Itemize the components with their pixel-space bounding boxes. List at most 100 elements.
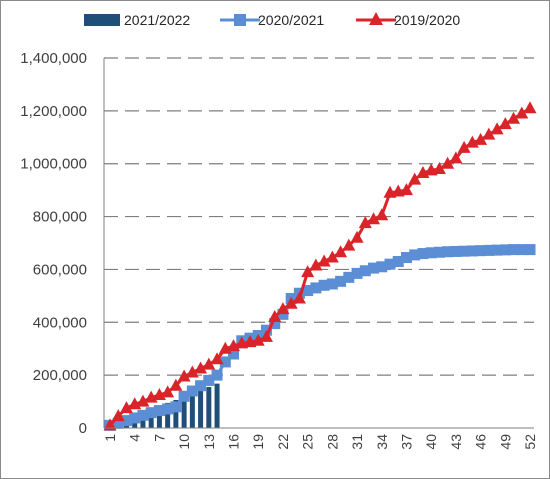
point-2020-2021 xyxy=(524,244,536,256)
point-2020-2021 xyxy=(475,245,487,257)
point-2019-2020 xyxy=(111,409,125,422)
point-2020-2021 xyxy=(310,282,322,294)
x-tick-label: 34 xyxy=(374,434,390,450)
point-2020-2021 xyxy=(508,244,520,256)
x-tick-label: 37 xyxy=(399,434,415,450)
bar-2021-2022 xyxy=(148,408,154,428)
x-tick-label: 19 xyxy=(250,434,266,450)
point-2019-2020 xyxy=(375,208,389,221)
point-2019-2020 xyxy=(268,310,282,322)
legend-label-2019-2020: 2019/2020 xyxy=(394,12,461,28)
point-2020-2021 xyxy=(384,258,396,270)
y-tick-label: 1,200,000 xyxy=(20,103,87,120)
x-tick-label: 16 xyxy=(226,434,242,450)
point-2020-2021 xyxy=(450,245,462,257)
point-2019-2020 xyxy=(309,258,323,271)
bar-2021-2022 xyxy=(214,383,220,428)
point-2020-2021 xyxy=(269,318,281,330)
x-tick-label: 43 xyxy=(448,434,464,450)
axis-layer: 0 200,000 400,000 600,000 800,000 1,000,000 1,… xyxy=(20,50,538,450)
point-2020-2021 xyxy=(442,246,454,258)
point-2020-2021 xyxy=(219,356,231,368)
point-2019-2020 xyxy=(342,238,356,251)
point-2019-2020 xyxy=(358,216,372,229)
point-2019-2020 xyxy=(474,132,488,145)
legend: 2021/2022 2020/2021 2019/2020 xyxy=(0,9,550,31)
bar-2021-2022 xyxy=(173,399,179,428)
bar-2021-2022 xyxy=(189,393,195,428)
point-2020-2021 xyxy=(137,409,149,421)
point-2019-2020 xyxy=(136,394,150,407)
point-2020-2021 xyxy=(186,385,198,397)
point-2019-2020 xyxy=(441,156,455,169)
point-2020-2021 xyxy=(392,256,404,267)
point-2020-2021 xyxy=(359,265,371,277)
x-tick-label: 52 xyxy=(522,434,538,450)
point-2019-2020 xyxy=(334,245,348,258)
legend-swatch-2021-2022 xyxy=(84,14,120,26)
legend-label-2021-2022: 2021/2022 xyxy=(124,12,191,28)
point-2019-2020 xyxy=(498,117,512,130)
bar-2021-2022 xyxy=(181,396,187,428)
point-2020-2021 xyxy=(326,278,338,290)
point-2020-2021 xyxy=(129,412,141,424)
point-2019-2020 xyxy=(490,122,504,135)
point-2020-2021 xyxy=(483,244,495,256)
point-2020-2021 xyxy=(409,249,421,261)
point-2020-2021 xyxy=(120,415,132,427)
line-series-layer xyxy=(103,101,537,431)
point-2020-2021 xyxy=(368,262,380,274)
point-2019-2020 xyxy=(259,329,273,342)
y-tick-label: 1,400,000 xyxy=(20,50,87,67)
point-2020-2021 xyxy=(343,271,355,283)
x-tick-label: 13 xyxy=(201,434,217,450)
point-2019-2020 xyxy=(202,357,216,370)
point-2019-2020 xyxy=(292,291,306,304)
point-2020-2021 xyxy=(178,390,190,402)
legend-marker-2020-2021 xyxy=(220,14,260,26)
grid-layer xyxy=(104,57,534,376)
point-2020-2021 xyxy=(211,369,223,381)
y-tick-label: 1,000,000 xyxy=(20,156,87,173)
point-2019-2020 xyxy=(408,172,422,185)
legend-marker-2019-2020 xyxy=(356,12,396,25)
point-2020-2021 xyxy=(400,252,412,264)
point-2020-2021 xyxy=(458,245,470,257)
point-2020-2021 xyxy=(491,244,503,256)
point-2019-2020 xyxy=(350,230,364,243)
legend-item-2019-2020: 2019/2020 xyxy=(356,9,476,31)
line-2020-2021 xyxy=(109,248,530,427)
point-2020-2021 xyxy=(145,407,157,419)
point-2020-2021 xyxy=(153,405,165,417)
y-tick-label: 800,000 xyxy=(33,209,87,226)
y-tick-label: 600,000 xyxy=(33,261,87,278)
point-2020-2021 xyxy=(351,267,363,279)
point-2019-2020 xyxy=(284,296,298,309)
point-2020-2021 xyxy=(195,380,207,392)
point-2019-2020 xyxy=(177,369,191,382)
point-2020-2021 xyxy=(318,279,330,291)
legend-item-2021-2022: 2021/2022 xyxy=(84,9,204,31)
point-2019-2020 xyxy=(432,162,446,174)
point-2019-2020 xyxy=(276,302,290,315)
x-tick-label: 10 xyxy=(176,434,192,450)
point-2020-2021 xyxy=(466,245,478,257)
y-tick-label: 0 xyxy=(79,420,87,437)
point-2020-2021 xyxy=(162,403,174,415)
point-2019-2020 xyxy=(251,333,265,346)
point-2020-2021 xyxy=(277,308,289,320)
point-2019-2020 xyxy=(507,111,521,124)
point-2020-2021 xyxy=(516,244,528,256)
point-2019-2020 xyxy=(119,401,133,414)
point-2019-2020 xyxy=(399,183,413,196)
point-2019-2020 xyxy=(185,365,199,378)
point-2019-2020 xyxy=(194,361,208,374)
point-2020-2021 xyxy=(433,246,445,258)
bar-2021-2022 xyxy=(156,406,162,428)
point-2019-2020 xyxy=(301,265,315,278)
point-2020-2021 xyxy=(302,285,314,297)
x-tick-label: 4 xyxy=(127,434,143,442)
legend-item-2020-2021: 2020/2021 xyxy=(220,9,340,31)
point-2019-2020 xyxy=(449,151,463,164)
